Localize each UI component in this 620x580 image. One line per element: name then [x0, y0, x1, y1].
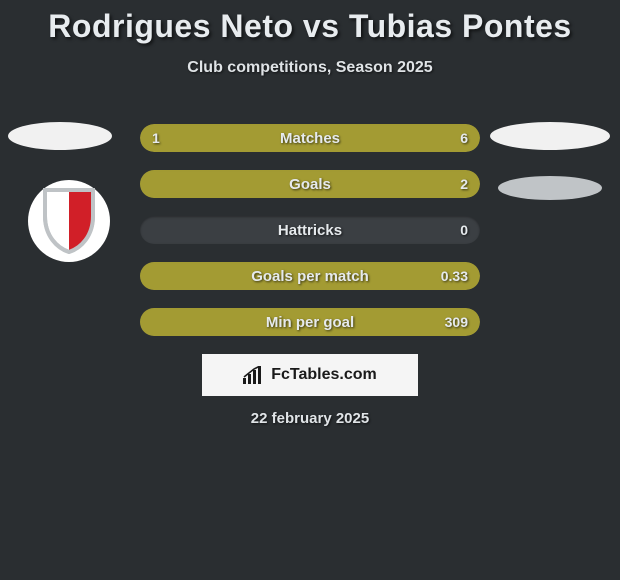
bar-label: Goals	[140, 170, 480, 198]
chart-icon	[243, 366, 265, 384]
stat-bar: Hattricks0	[140, 216, 480, 244]
left-flag	[8, 122, 112, 150]
bar-value-right: 0	[460, 216, 468, 244]
bar-value-right: 309	[445, 308, 468, 336]
attribution-box[interactable]: FcTables.com	[202, 354, 418, 396]
date-text: 22 february 2025	[0, 410, 620, 427]
left-club-badge	[28, 180, 110, 262]
bar-value-right: 6	[460, 124, 468, 152]
attribution-text: FcTables.com	[271, 366, 377, 384]
bar-label: Hattricks	[140, 216, 480, 244]
page-title: Rodrigues Neto vs Tubias Pontes	[0, 0, 620, 45]
right-flag	[490, 122, 610, 150]
page-subtitle: Club competitions, Season 2025	[0, 59, 620, 77]
stats-container: Matches1 6 Goals2 Hattricks0 Goals per match…	[140, 124, 480, 354]
bar-label: Matches	[140, 124, 480, 152]
right-flag-secondary	[498, 176, 602, 200]
bar-value-right: 2	[460, 170, 468, 198]
bar-value-left: 1	[152, 124, 160, 152]
stat-bar: Min per goal309	[140, 308, 480, 336]
bar-value-right: 0.33	[441, 262, 468, 290]
shield-icon	[41, 188, 97, 254]
stat-bar: Goals2	[140, 170, 480, 198]
stat-bar: Matches1 6	[140, 124, 480, 152]
bar-label: Min per goal	[140, 308, 480, 336]
bar-label: Goals per match	[140, 262, 480, 290]
stat-bar: Goals per match0.33	[140, 262, 480, 290]
